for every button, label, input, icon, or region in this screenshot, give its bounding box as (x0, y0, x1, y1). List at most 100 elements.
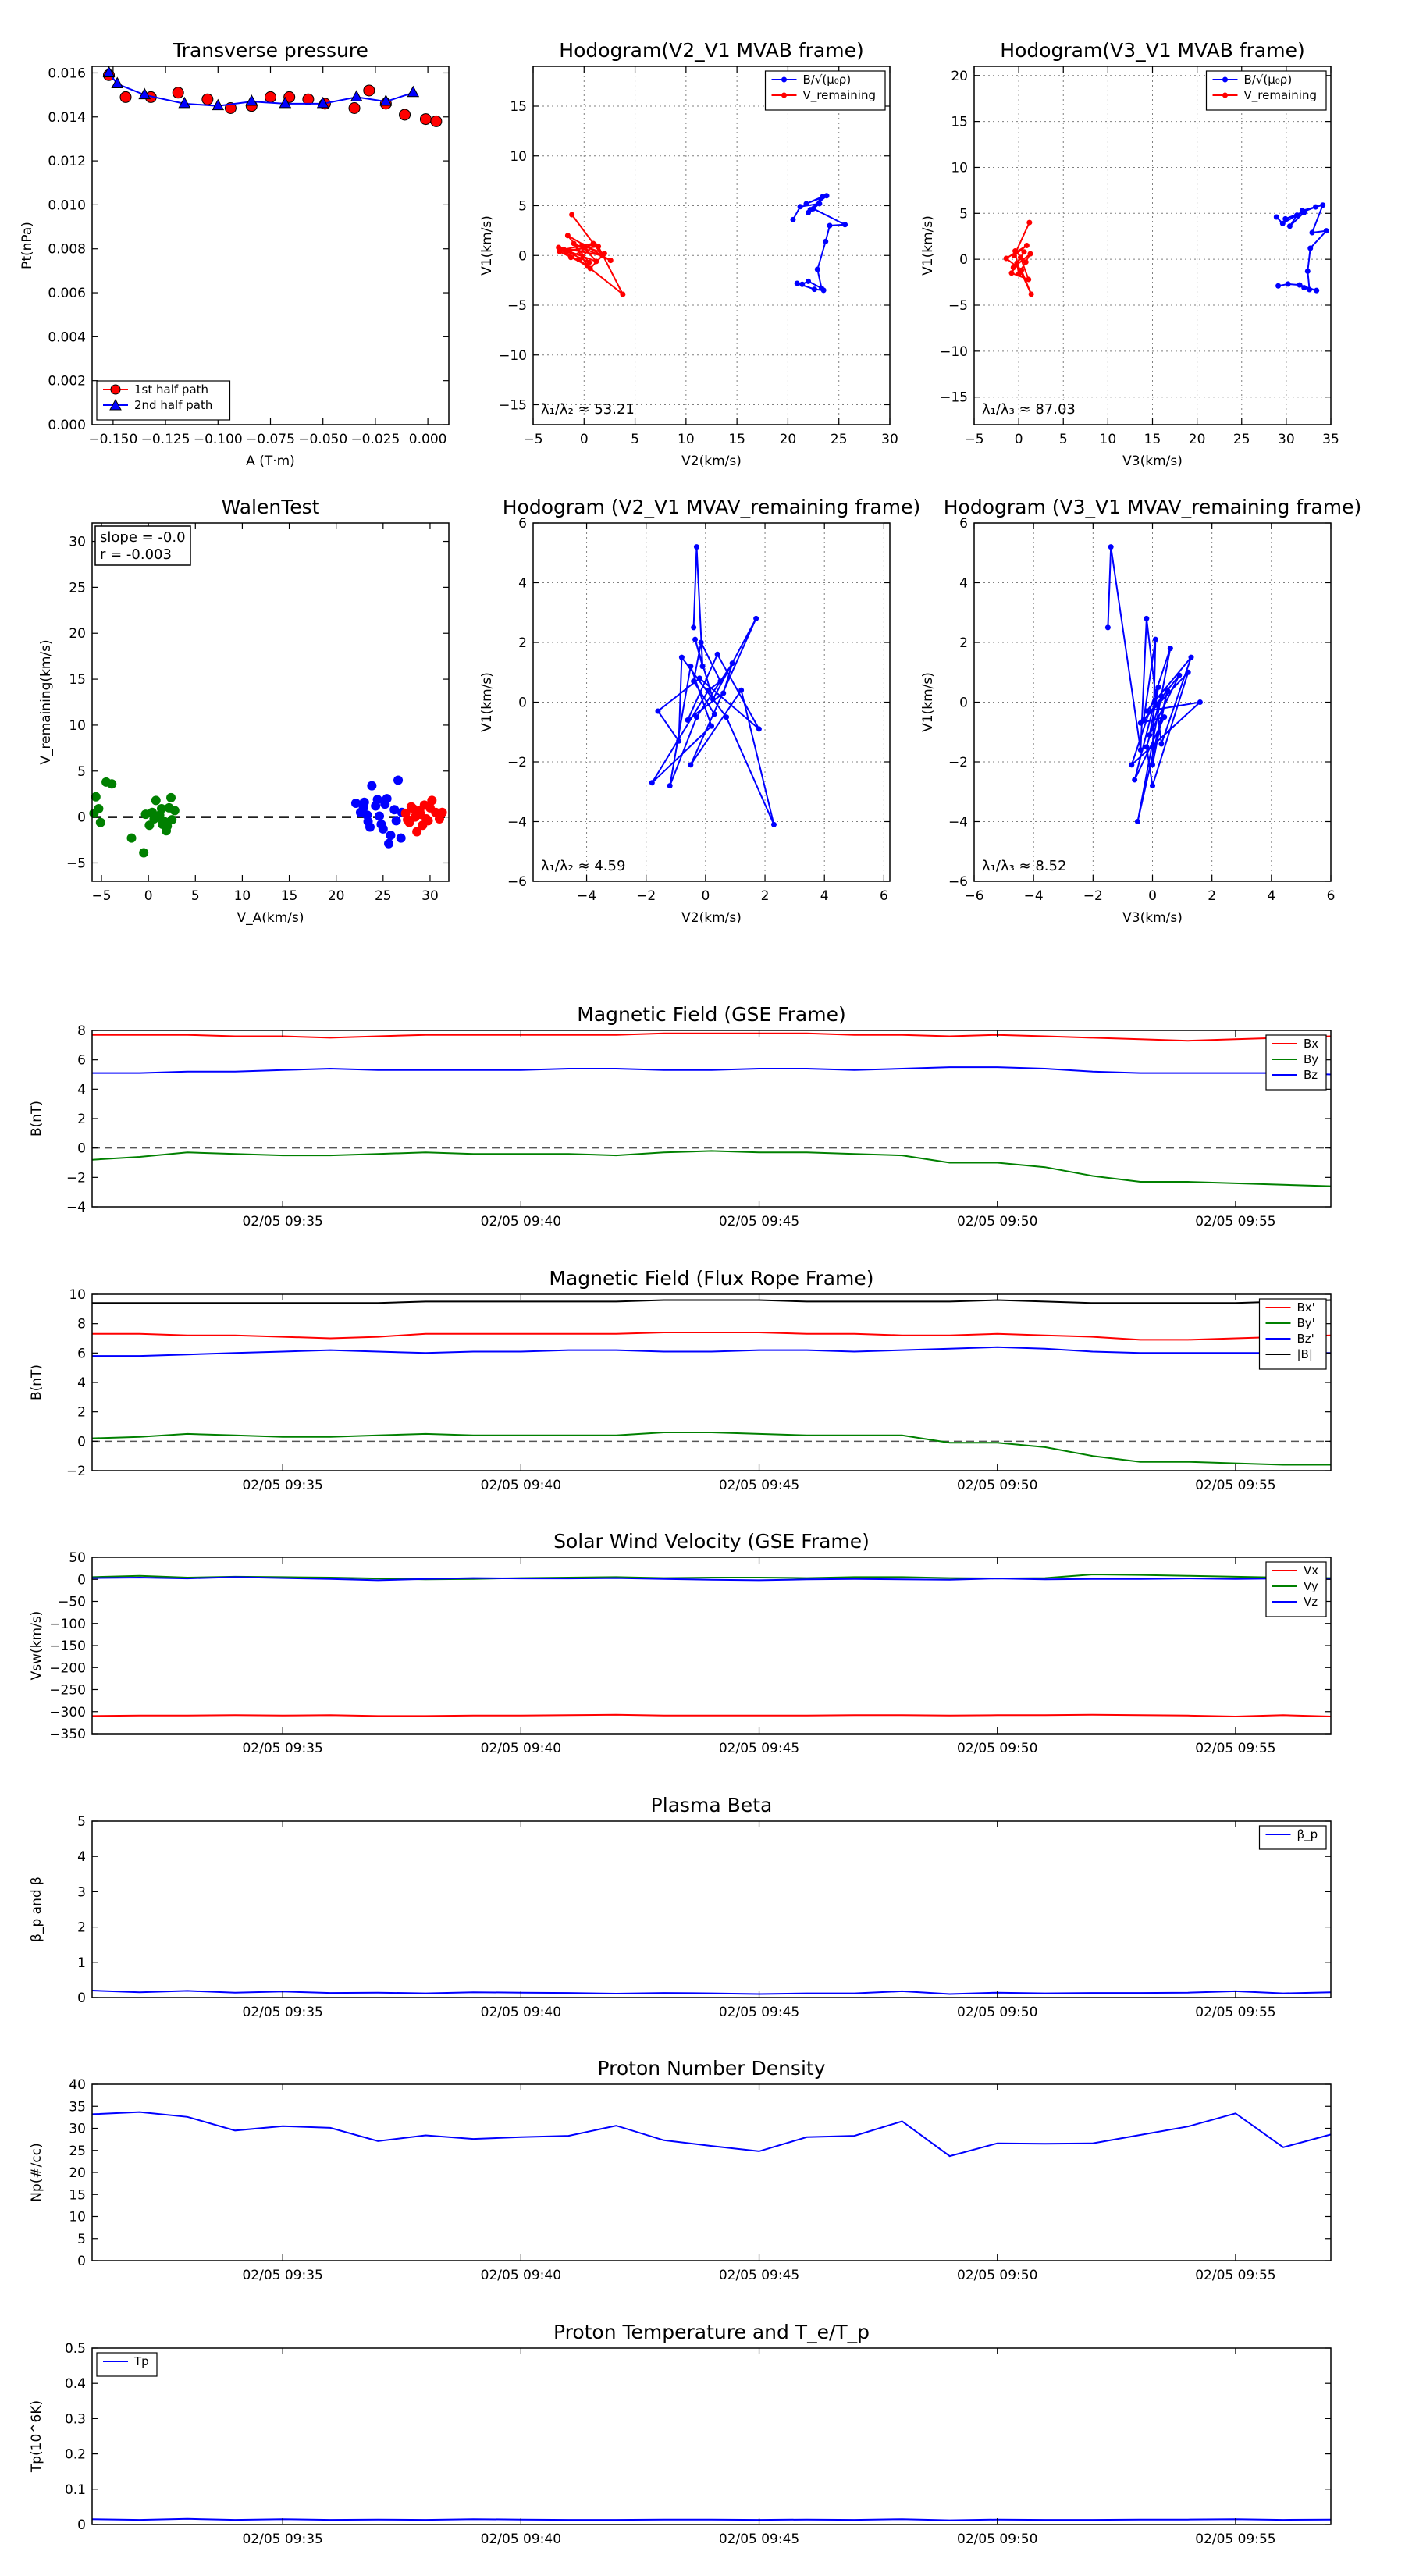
panel2-series-1-point-6 (571, 240, 577, 247)
panel3-series-1-point-12 (1027, 251, 1033, 257)
ts1-frame (91, 1030, 1332, 1208)
panel3-series-1-point-15 (1023, 259, 1029, 265)
panel5-series-0-point-1 (693, 544, 699, 550)
panel6-series-0-point-0 (1104, 624, 1111, 631)
panel4-series-1-point-16 (391, 816, 401, 826)
panel1-series-1-point-10 (407, 85, 420, 98)
panel1-ytick-label-7: 0.014 (48, 110, 86, 126)
panel4-series-1-point-9 (386, 831, 396, 841)
panel4-series-0-point-17 (169, 806, 180, 816)
panel2-legend-marker-0 (781, 76, 787, 83)
panel6-series-0-point-6 (1144, 708, 1150, 714)
panel2-series-1-point-9 (596, 244, 602, 250)
ts3-xtick-label-4: 02/05 09:55 (1195, 1741, 1275, 1756)
ts2-legend-label-3: |B| (1297, 1347, 1313, 1361)
panel2-ytick-label-1: −10 (499, 348, 527, 364)
panel4-series-2-point-16 (422, 813, 432, 824)
panel6-series-0-point-7 (1197, 699, 1203, 705)
panel4-series-0-point-22 (159, 817, 169, 827)
panel2-xtick-label-6: 25 (831, 432, 848, 447)
ts1-ytick-label-6: 8 (77, 1023, 86, 1039)
panel3-series-1-point-11 (1010, 265, 1016, 271)
panel3-series-0-point-11 (1307, 245, 1314, 251)
panel3-series-0-point-16 (1297, 282, 1303, 288)
panel4-series-2-point-3 (412, 827, 422, 837)
panel5-ytick-label-4: 2 (518, 635, 527, 651)
panel5-series-0-point-22 (709, 723, 714, 729)
ts2-ytick-label-0: −2 (66, 1464, 86, 1479)
panel6-series-0-point-3 (1144, 615, 1150, 621)
ts3-ytick-label-7: 0 (77, 1572, 86, 1588)
panel5-series-0-point-17 (720, 690, 727, 696)
ts3-ytick-label-6: −50 (58, 1595, 86, 1610)
panel2-xtick-label-1: 0 (580, 432, 589, 447)
panel4-ytick-label-5: 20 (69, 626, 86, 642)
panel4-ytick-label-0: −5 (66, 856, 86, 871)
panel4-series-2-point-14 (403, 815, 413, 825)
panel4-series-1-point-18 (376, 820, 386, 830)
panel5-title: Hodogram (V2_V1 MVAV_remaining frame) (503, 496, 921, 518)
panel3-series-0-point-3 (1286, 223, 1293, 229)
panel3-legend-label-0: B/√(μ₀ρ) (1244, 73, 1293, 87)
panel3-xtick-label-0: −5 (964, 432, 984, 447)
ts6-ylabel: Tp(10^6K) (29, 2400, 44, 2473)
panel4-xtick-label-3: 10 (234, 888, 251, 904)
ts1-legend-label-0: Bx (1304, 1037, 1318, 1051)
ts3-frame (91, 1557, 1332, 1735)
panel5-ytick-label-2: −2 (507, 755, 527, 770)
panel6-xtick-label-6: 6 (1327, 888, 1336, 904)
panel4-series-0-point-23 (166, 792, 176, 802)
panel2-series-1-point-20 (567, 254, 574, 261)
panel4-series-1-point-10 (389, 805, 400, 815)
panel6-ytick-label-1: −4 (948, 815, 968, 831)
ts1-ytick-label-2: 0 (77, 1141, 86, 1157)
panel1-frame (91, 66, 450, 425)
panel2-ytick-label-5: 10 (510, 149, 527, 165)
panel4-series-0-point-21 (140, 809, 151, 820)
panel4-series-1-point-14 (372, 795, 382, 805)
ts6-xtick-label-0: 02/05 09:35 (242, 2532, 322, 2547)
ts4-ytick-label-4: 4 (77, 1849, 86, 1865)
panel2-series-1-point-16 (579, 243, 585, 248)
panel5-series-0-point-11 (676, 738, 682, 744)
panel1-ytick-label-2: 0.004 (48, 329, 86, 345)
panel5-series-0-point-10 (678, 654, 685, 660)
panel5-series-0-point-19 (693, 714, 699, 720)
panel2-series-1-point-17 (593, 258, 599, 265)
ts5-ylabel: Np(#/cc) (29, 2143, 44, 2201)
panel4-title: WalenTest (222, 496, 320, 518)
panel5-series-0-point-16 (685, 717, 691, 723)
panel4-series-1-point-20 (396, 833, 406, 843)
ts6-ytick-label-2: 0.2 (65, 2447, 86, 2463)
panel2-xlabel: V2(km/s) (681, 454, 742, 469)
panel1-ytick-label-8: 0.016 (48, 66, 86, 81)
panel6-series-0-point-22 (1150, 783, 1155, 789)
panel2-series-0-point-15 (799, 281, 806, 287)
panel1-title: Transverse pressure (172, 39, 368, 62)
panel5-series-0-point-24 (706, 687, 712, 693)
panel5-ytick-label-0: −6 (507, 874, 527, 890)
ts3-legend-label-0: Vx (1304, 1564, 1318, 1578)
panel2-series-1-line (557, 214, 624, 295)
panel3-legend-label-1: V_remaining (1244, 88, 1318, 103)
panel4-stats-line-0: slope = -0.0 (100, 529, 186, 546)
panel5-ytick-label-3: 0 (518, 696, 527, 711)
panel3-series-0-point-2 (1294, 212, 1300, 219)
panel3-xtick-label-5: 20 (1189, 432, 1206, 447)
ts3-title: Solar Wind Velocity (GSE Frame) (553, 1530, 870, 1553)
panel2-xtick-label-0: −5 (523, 432, 542, 447)
panel6-annotation: λ₁/λ₃ ≈ 8.52 (982, 858, 1066, 874)
ts6-xtick-label-2: 02/05 09:45 (719, 2532, 799, 2547)
ts4-title: Plasma Beta (651, 1794, 773, 1816)
panel2-ytick-label-0: −15 (499, 398, 527, 414)
panel4-ytick-label-7: 30 (69, 535, 86, 550)
panel4-series-2-point-13 (414, 806, 425, 816)
ts2-legend-label-1: By' (1297, 1316, 1315, 1330)
panel3-series-1-point-6 (1014, 260, 1020, 266)
panel1-series-0-point-1 (119, 91, 132, 103)
panel3-series-1-point-7 (1021, 249, 1027, 255)
panel2-series-0-line (792, 194, 848, 291)
ts3-xtick-label-2: 02/05 09:45 (719, 1741, 799, 1756)
ts5-ytick-label-1: 5 (77, 2232, 86, 2247)
